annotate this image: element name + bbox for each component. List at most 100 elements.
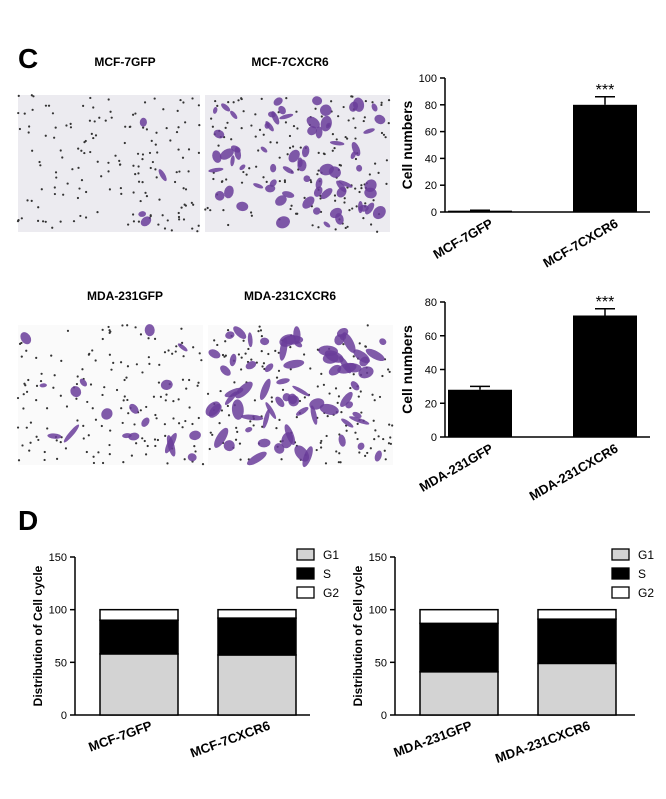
cell	[245, 427, 253, 433]
pore	[148, 362, 151, 365]
pore	[175, 345, 178, 348]
pore	[253, 399, 257, 402]
pore	[44, 134, 47, 137]
pore	[255, 361, 258, 364]
pore	[373, 438, 376, 441]
pore	[43, 450, 46, 454]
pore	[65, 405, 69, 408]
pore	[270, 400, 274, 403]
pore	[53, 186, 56, 189]
cell	[365, 348, 385, 362]
pore	[275, 376, 279, 379]
cell	[273, 97, 283, 106]
micrograph	[16, 324, 205, 466]
pore	[119, 163, 122, 166]
pore	[198, 352, 201, 355]
pore	[226, 121, 229, 124]
pore	[32, 95, 35, 98]
x-tick-label: MDA-231GFP	[392, 718, 475, 760]
cell	[323, 221, 331, 228]
pore	[55, 439, 58, 442]
pore	[348, 209, 351, 212]
pore	[292, 124, 296, 128]
pore	[223, 355, 226, 358]
pore	[81, 368, 84, 371]
pore	[135, 442, 138, 445]
pore	[172, 400, 175, 403]
pore	[100, 424, 103, 428]
pore	[87, 434, 90, 437]
bar-segment	[217, 654, 297, 716]
pore	[277, 351, 280, 354]
pore	[53, 192, 57, 196]
cell	[337, 362, 357, 374]
pore	[369, 223, 373, 226]
pore	[250, 124, 253, 127]
pore	[27, 131, 30, 134]
cell	[39, 383, 47, 388]
cell	[208, 349, 221, 359]
pore	[288, 134, 292, 138]
cell	[372, 206, 386, 220]
pore	[364, 202, 367, 205]
pore	[101, 337, 104, 341]
pore	[89, 96, 92, 100]
pore	[303, 196, 306, 199]
legend-swatch	[611, 548, 630, 561]
pore	[346, 137, 349, 140]
cell	[213, 129, 225, 139]
cell	[279, 334, 296, 347]
pore	[278, 418, 281, 422]
pore	[178, 218, 181, 221]
pore	[371, 101, 374, 104]
y-tick-label: 60	[425, 127, 437, 139]
pore	[137, 172, 140, 175]
pore	[126, 398, 129, 402]
cell	[253, 183, 264, 189]
pore	[88, 352, 91, 355]
pore	[249, 420, 252, 423]
pore	[156, 151, 159, 154]
pore	[82, 104, 85, 107]
pore	[200, 359, 203, 362]
legend-label: S	[638, 567, 646, 581]
pore	[62, 193, 65, 196]
cell	[352, 411, 362, 419]
pore	[75, 382, 79, 386]
pore	[18, 127, 22, 131]
y-axis-label: Distribution of Cell cycle	[351, 565, 365, 706]
pore	[352, 355, 355, 358]
pore	[295, 416, 298, 419]
cell	[341, 418, 354, 428]
pore	[384, 136, 387, 139]
pore	[109, 110, 112, 113]
pore	[177, 422, 181, 425]
pore	[181, 156, 185, 159]
pore	[368, 173, 371, 176]
cell	[310, 405, 318, 425]
pore	[320, 115, 323, 118]
cell	[158, 169, 167, 182]
pore	[134, 173, 137, 176]
pore	[52, 386, 55, 389]
bar-segment	[99, 653, 179, 716]
cell	[329, 140, 345, 146]
legend-label: G1	[323, 548, 339, 562]
pore	[196, 384, 199, 387]
legend-label: G1	[638, 548, 654, 562]
cell	[212, 106, 218, 114]
pore	[221, 353, 225, 357]
pore	[90, 132, 93, 135]
pore	[17, 111, 20, 115]
pore	[184, 121, 187, 124]
pore	[51, 226, 54, 229]
pore	[61, 156, 64, 159]
cell	[140, 216, 152, 227]
pore	[194, 450, 197, 453]
legend-swatch	[296, 548, 315, 561]
y-tick-label: 0	[431, 207, 437, 219]
pore	[148, 151, 152, 155]
pore	[333, 147, 336, 150]
bar-segment	[217, 617, 297, 656]
